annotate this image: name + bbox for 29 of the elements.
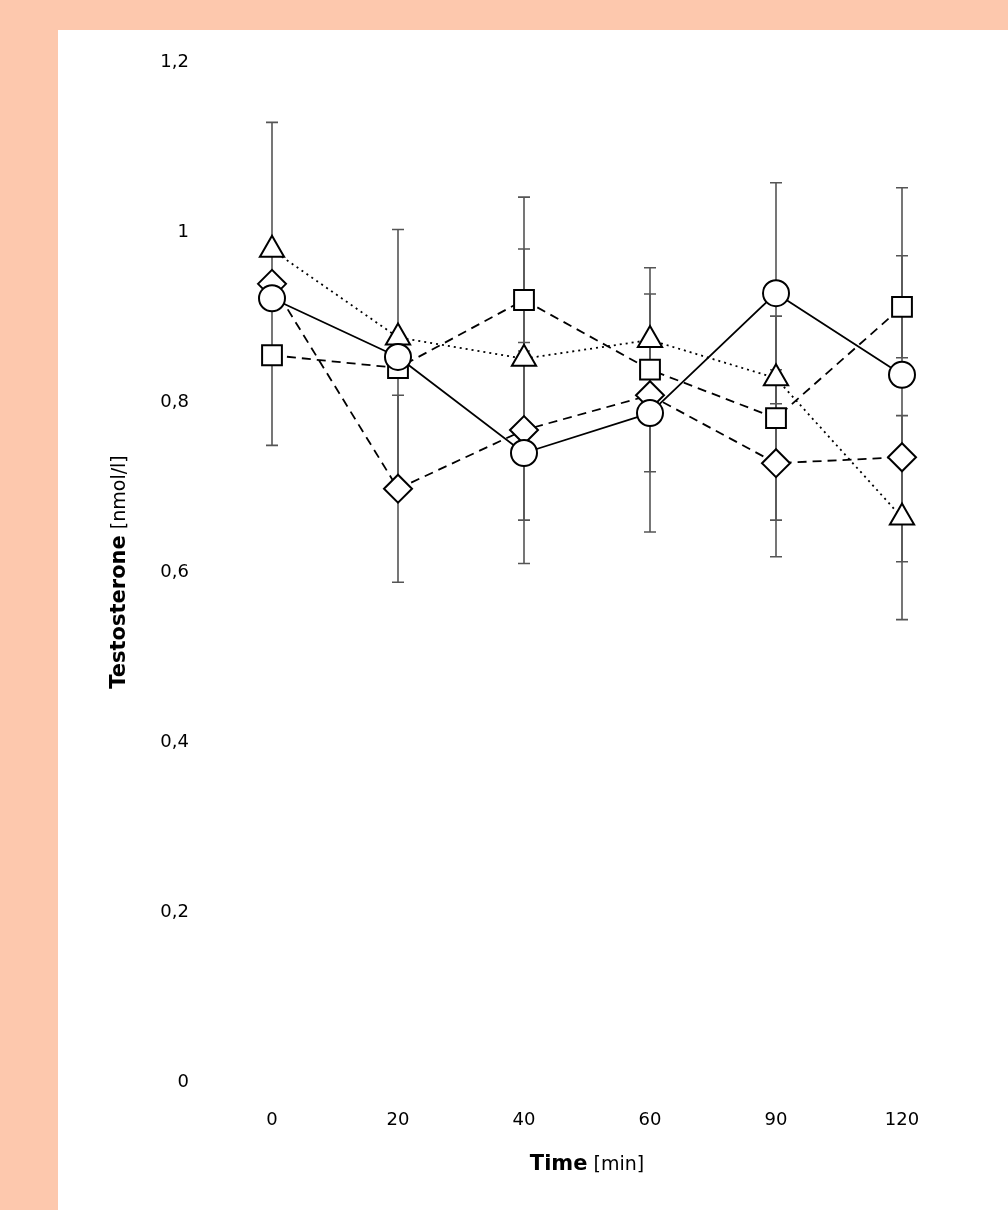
x-tick-label: 90 xyxy=(764,1108,788,1130)
y-tick-label: 1,2 xyxy=(160,49,189,71)
point xyxy=(383,473,413,504)
x-tick-label: 120 xyxy=(884,1108,920,1130)
point xyxy=(261,344,283,367)
point xyxy=(888,360,916,389)
point xyxy=(513,289,535,311)
point xyxy=(887,442,917,473)
x-tick-label: 60 xyxy=(638,1108,662,1130)
point xyxy=(636,399,664,428)
x-tick-label: 0 xyxy=(266,1108,278,1130)
point xyxy=(891,295,913,318)
x-tick-label: 40 xyxy=(512,1108,536,1130)
y-axis-title: Testosterone [nmol/l] xyxy=(106,455,131,689)
y-tick-label: 0,4 xyxy=(160,729,189,751)
point xyxy=(762,279,790,308)
y-tick-label: 0 xyxy=(177,1069,189,1091)
point xyxy=(258,284,286,313)
y-tick-label: 0,8 xyxy=(160,389,189,411)
point xyxy=(384,342,412,371)
x-tick-label: 20 xyxy=(386,1108,410,1130)
point xyxy=(761,448,791,479)
y-tick-label: 0,6 xyxy=(160,559,189,581)
point xyxy=(510,439,538,467)
y-tick-label: 1 xyxy=(177,219,189,241)
y-tick-label: 0,2 xyxy=(160,899,189,921)
point xyxy=(639,358,661,381)
point xyxy=(765,407,787,430)
x-axis-title: Time [min] xyxy=(529,1151,645,1176)
